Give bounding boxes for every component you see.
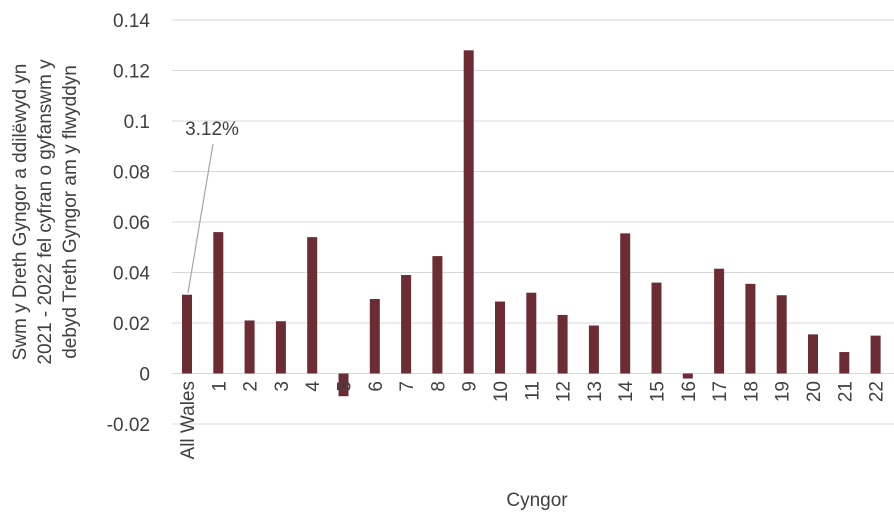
bar (588, 325, 599, 374)
y-axis-title-line: Swm y Dreth Gyngor a ddilëwyd yn (10, 64, 31, 361)
x-tick-label: 21 (835, 381, 856, 402)
bar (401, 275, 412, 374)
x-tick-label: 8 (428, 381, 449, 392)
bar (463, 50, 474, 374)
y-tick-label: 0.08 (113, 163, 150, 184)
x-tick-label: 13 (585, 381, 606, 402)
bar (275, 321, 286, 374)
bar (776, 295, 787, 374)
bar (651, 282, 662, 374)
bar (745, 283, 756, 374)
y-tick-label: 0.04 (113, 264, 150, 285)
bar (182, 294, 192, 374)
bar (213, 232, 224, 374)
y-tick-label: 0 (139, 365, 150, 386)
bar (682, 373, 693, 379)
y-tick-label: 0.02 (113, 314, 150, 335)
x-tick-label: 22 (867, 381, 888, 402)
x-tick-label: 16 (679, 381, 700, 402)
x-tick-label: 7 (397, 381, 418, 392)
bars (182, 50, 881, 397)
x-tick-label: 10 (491, 381, 512, 402)
bar (432, 256, 443, 374)
bar (244, 320, 255, 374)
gridlines (172, 19, 894, 425)
x-tick-label: 9 (460, 381, 481, 392)
bar (839, 352, 850, 374)
x-tick-label: 6 (366, 381, 387, 392)
x-tick-label: 4 (303, 381, 324, 392)
x-tick-label: 19 (773, 381, 794, 402)
x-tick-label: 11 (522, 381, 543, 401)
x-tick-label: 15 (648, 381, 669, 402)
x-tick-label: All Wales (178, 381, 199, 459)
y-axis-title-line: debyd Treth Gyngor am y flwyddyn (60, 65, 81, 359)
x-tick-label: 3 (272, 381, 293, 392)
bar (369, 299, 380, 374)
annotation: 3.12% (185, 119, 239, 293)
x-tick-label: 2 (241, 381, 262, 392)
annotation-leader-line (187, 143, 214, 293)
y-tick-label: 0.06 (113, 213, 150, 234)
bar (620, 233, 631, 374)
y-tick-label: 0.12 (113, 62, 150, 83)
x-tick-label: 17 (710, 381, 731, 402)
x-tick-label: 1 (209, 381, 230, 392)
bar (307, 237, 318, 374)
y-tick-label: 0.14 (113, 11, 150, 32)
y-tick-label: 0.1 (124, 112, 150, 133)
bar (526, 292, 537, 374)
bar (495, 301, 505, 374)
bar (870, 335, 881, 374)
bar (714, 268, 725, 374)
x-tick-label: 5 (335, 381, 356, 392)
bar (808, 334, 818, 374)
y-tick-label: -0.02 (107, 415, 150, 436)
x-tick-label: 20 (804, 381, 825, 402)
x-tick-label: 18 (741, 381, 762, 402)
bar (338, 373, 349, 397)
annotation-label: 3.12% (185, 119, 239, 140)
bar (557, 314, 568, 374)
x-tick-labels: All Wales 1 2 3 4 5 6 7 8 9 10 11 12 13 14 15 16 17 18 19 20… (178, 381, 888, 460)
x-tick-label: 14 (616, 381, 637, 403)
y-tick-labels: -0.02 0 0.02 0.04 0.06 0.08 0.1 0.12 0.14 (107, 11, 151, 436)
x-axis-title: Cyngor (506, 490, 568, 511)
y-axis-title: Swm y Dreth Gyngor a ddilëwyd yn 2021 - 2… (10, 59, 81, 365)
y-axis-title-line: 2021 - 2022 fel cyfran o gyfanswm y (35, 59, 56, 365)
x-tick-label: 12 (554, 381, 575, 402)
